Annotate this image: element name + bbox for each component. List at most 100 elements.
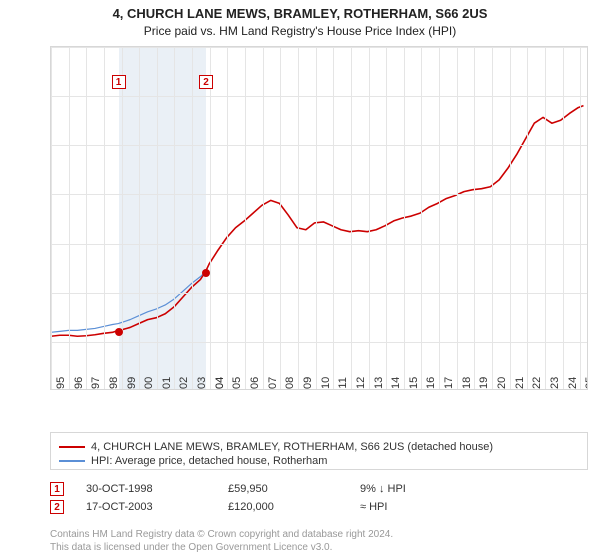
event-marker-icon: 2 bbox=[50, 500, 64, 514]
chart-subtitle: Price paid vs. HM Land Registry's House … bbox=[0, 24, 600, 38]
gridline-v bbox=[104, 47, 105, 389]
xtick-label: 2003 bbox=[192, 377, 208, 390]
gridline-v bbox=[439, 47, 440, 389]
gridline-v bbox=[245, 47, 246, 389]
xtick-label: 2018 bbox=[457, 377, 473, 390]
xtick-label: 2023 bbox=[545, 377, 561, 390]
xtick-label: 2000 bbox=[139, 377, 155, 390]
xtick-label: 2024 bbox=[563, 377, 579, 390]
xtick-label: 2001 bbox=[157, 377, 173, 390]
xtick-label: 2006 bbox=[245, 377, 261, 390]
legend-box: 4, CHURCH LANE MEWS, BRAMLEY, ROTHERHAM,… bbox=[50, 432, 588, 470]
plot-area: £0£50K£100K£150K£200K£250K£300K£350K1995… bbox=[50, 46, 588, 390]
legend-item: 4, CHURCH LANE MEWS, BRAMLEY, ROTHERHAM,… bbox=[59, 441, 579, 453]
series-hpi bbox=[51, 272, 205, 333]
attribution-footer: Contains HM Land Registry data © Crown c… bbox=[50, 528, 588, 554]
xtick-label: 2017 bbox=[439, 377, 455, 390]
gridline-v bbox=[421, 47, 422, 389]
gridline-h bbox=[51, 96, 587, 97]
gridline-v bbox=[545, 47, 546, 389]
xtick-label: 2004 bbox=[210, 377, 226, 390]
gridline-v bbox=[316, 47, 317, 389]
xtick-label: 2008 bbox=[280, 377, 296, 390]
gridline-v bbox=[139, 47, 140, 389]
gridline-h bbox=[51, 47, 587, 48]
gridline-v bbox=[386, 47, 387, 389]
event-price: £120,000 bbox=[228, 501, 338, 513]
legend-swatch bbox=[59, 460, 85, 462]
xtick-label: 1995 bbox=[51, 377, 67, 390]
gridline-h bbox=[51, 342, 587, 343]
gridline-v bbox=[210, 47, 211, 389]
xtick-label: 2009 bbox=[298, 377, 314, 390]
xtick-label: 2013 bbox=[369, 377, 385, 390]
chart-title: 4, CHURCH LANE MEWS, BRAMLEY, ROTHERHAM,… bbox=[0, 6, 600, 21]
sale-events-table: 1 30-OCT-1998 £59,950 9% ↓ HPI 2 17-OCT-2003 £… bbox=[50, 478, 588, 518]
gridline-v bbox=[298, 47, 299, 389]
xtick-label: 1996 bbox=[69, 377, 85, 390]
event-marker: 2 bbox=[199, 75, 213, 89]
gridline-v bbox=[157, 47, 158, 389]
event-marker: 1 bbox=[112, 75, 126, 89]
event-delta: ≈ HPI bbox=[360, 501, 387, 513]
gridline-v bbox=[404, 47, 405, 389]
event-price: £59,950 bbox=[228, 483, 338, 495]
xtick-label: 2011 bbox=[333, 377, 349, 390]
legend-label: HPI: Average price, detached house, Roth… bbox=[91, 455, 327, 467]
gridline-v bbox=[527, 47, 528, 389]
gridline-h bbox=[51, 244, 587, 245]
xtick-label: 2019 bbox=[474, 377, 490, 390]
gridline-v bbox=[227, 47, 228, 389]
legend-swatch bbox=[59, 446, 85, 448]
xtick-label: 2022 bbox=[527, 377, 543, 390]
gridline-v bbox=[492, 47, 493, 389]
event-date: 30-OCT-1998 bbox=[86, 483, 206, 495]
gridline-v bbox=[474, 47, 475, 389]
footer-line: Contains HM Land Registry data © Crown c… bbox=[50, 528, 588, 541]
xtick-label: 2010 bbox=[316, 377, 332, 390]
event-row: 2 17-OCT-2003 £120,000 ≈ HPI bbox=[50, 500, 588, 514]
xtick-label: 2020 bbox=[492, 377, 508, 390]
xtick-label: 2002 bbox=[174, 377, 190, 390]
gridline-v bbox=[86, 47, 87, 389]
gridline-v bbox=[333, 47, 334, 389]
event-marker-icon: 1 bbox=[50, 482, 64, 496]
line-series-svg bbox=[51, 47, 587, 389]
gridline-h bbox=[51, 194, 587, 195]
legend-item: HPI: Average price, detached house, Roth… bbox=[59, 455, 579, 467]
gridline-v bbox=[263, 47, 264, 389]
series-property bbox=[51, 106, 583, 337]
xtick-label: 2005 bbox=[227, 377, 243, 390]
gridline-v bbox=[351, 47, 352, 389]
event-date: 17-OCT-2003 bbox=[86, 501, 206, 513]
xtick-label: 2007 bbox=[263, 377, 279, 390]
xtick-label: 2015 bbox=[404, 377, 420, 390]
xtick-label: 2021 bbox=[510, 377, 526, 390]
gridline-v bbox=[192, 47, 193, 389]
gridline-v bbox=[122, 47, 123, 389]
gridline-v bbox=[457, 47, 458, 389]
gridline-v bbox=[580, 47, 581, 389]
gridline-v bbox=[174, 47, 175, 389]
gridline-v bbox=[280, 47, 281, 389]
sale-point bbox=[202, 269, 210, 277]
gridline-h bbox=[51, 293, 587, 294]
xtick-label: 2025 bbox=[580, 377, 588, 390]
gridline-v bbox=[51, 47, 52, 389]
sale-point bbox=[115, 328, 123, 336]
legend-label: 4, CHURCH LANE MEWS, BRAMLEY, ROTHERHAM,… bbox=[91, 441, 493, 453]
gridline-v bbox=[69, 47, 70, 389]
xtick-label: 2016 bbox=[421, 377, 437, 390]
gridline-v bbox=[510, 47, 511, 389]
event-row: 1 30-OCT-1998 £59,950 9% ↓ HPI bbox=[50, 482, 588, 496]
xtick-label: 2014 bbox=[386, 377, 402, 390]
xtick-label: 2012 bbox=[351, 377, 367, 390]
event-delta: 9% ↓ HPI bbox=[360, 483, 406, 495]
xtick-label: 1999 bbox=[122, 377, 138, 390]
chart-container: 4, CHURCH LANE MEWS, BRAMLEY, ROTHERHAM,… bbox=[0, 0, 600, 560]
gridline-h bbox=[51, 145, 587, 146]
gridline-v bbox=[563, 47, 564, 389]
gridline-v bbox=[369, 47, 370, 389]
footer-line: This data is licensed under the Open Gov… bbox=[50, 541, 588, 554]
xtick-label: 1997 bbox=[86, 377, 102, 390]
